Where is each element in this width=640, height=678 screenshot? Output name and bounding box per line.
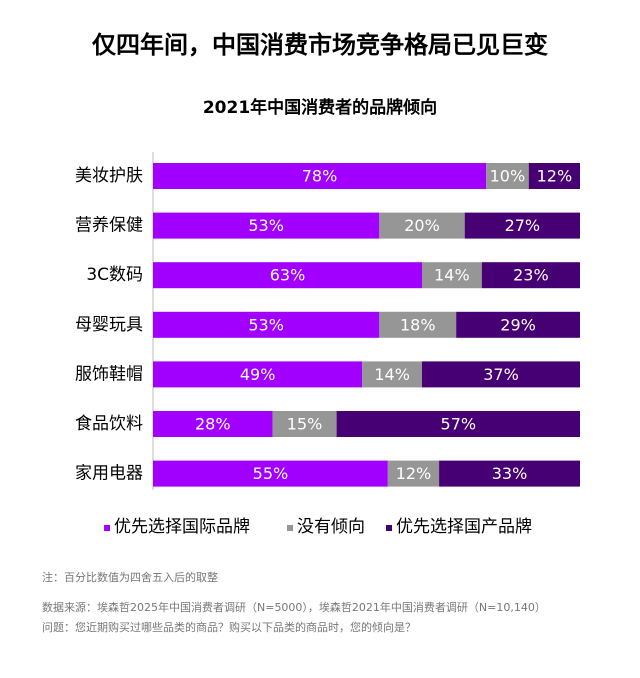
category-label: 美妆护肤 (75, 166, 143, 186)
data-label: 29% (500, 315, 536, 334)
category-label: 营养保健 (75, 216, 143, 236)
bar-segment (379, 311, 457, 338)
data-label: 53% (248, 216, 284, 235)
bar-segment (272, 411, 337, 437)
note: 数据来源：埃森哲2025年中国消费者调研（N=5000），埃森哲2021年中国消… (42, 600, 546, 614)
bar-segment (336, 411, 580, 437)
data-label: 14% (374, 365, 410, 384)
note: 问题：您近期购买过哪些品类的商品？购买以下品类的商品时，您的倾向是？ (42, 620, 416, 634)
category-label: 母婴玩具 (75, 315, 143, 335)
legend-marker (104, 525, 110, 531)
category-label: 食品饮料 (75, 414, 143, 434)
bar-segment (153, 311, 380, 338)
bar-segment (387, 460, 440, 487)
data-label: 23% (513, 266, 549, 285)
chart-subtitle: 2021年中国消费者的品牌倾向 (203, 97, 437, 118)
data-label: 12% (396, 464, 432, 483)
data-label: 14% (434, 266, 470, 285)
bar-segment (362, 361, 423, 388)
bar-segment (528, 163, 580, 189)
bar-segment (153, 212, 380, 239)
data-label: 57% (441, 415, 477, 434)
data-label: 12% (537, 167, 573, 186)
data-label: 33% (492, 464, 528, 483)
bar-segment (422, 361, 580, 388)
data-label: 53% (248, 315, 284, 334)
bar-segment (439, 460, 580, 487)
data-label: 27% (505, 216, 541, 235)
bar-segment (379, 212, 465, 239)
bar-segment (153, 411, 273, 437)
bar-segment (153, 163, 487, 189)
data-label: 18% (400, 315, 436, 334)
bar-segment (153, 262, 423, 289)
bar-segment (153, 361, 363, 388)
note: 注：百分比数值为四舍五入后的取整 (42, 570, 218, 584)
legend-marker (386, 525, 392, 531)
data-label: 63% (270, 266, 306, 285)
legend-label: 没有倾向 (297, 517, 365, 537)
category-label: 家用电器 (75, 464, 143, 484)
chart-title: 仅四年间，中国消费市场竞争格局已见巨变 (92, 31, 548, 59)
bar-segment (481, 262, 580, 289)
bar-segment (153, 460, 388, 487)
data-label: 10% (490, 167, 526, 186)
bar-segment (464, 212, 580, 239)
data-label: 49% (240, 365, 276, 384)
category-label: 3C数码 (86, 265, 143, 285)
bar-segment (422, 262, 482, 289)
data-label: 37% (483, 365, 519, 384)
data-label: 55% (253, 464, 289, 483)
legend-label: 优先选择国产品牌 (396, 517, 532, 537)
bar-segment (456, 311, 580, 338)
data-label: 78% (302, 167, 338, 186)
data-label: 15% (287, 415, 323, 434)
legend-label: 优先选择国际品牌 (114, 517, 250, 537)
category-label: 服饰鞋帽 (75, 364, 143, 384)
data-label: 28% (195, 415, 231, 434)
legend-marker (287, 525, 293, 531)
bar-segment (486, 163, 529, 189)
data-label: 20% (404, 216, 440, 235)
